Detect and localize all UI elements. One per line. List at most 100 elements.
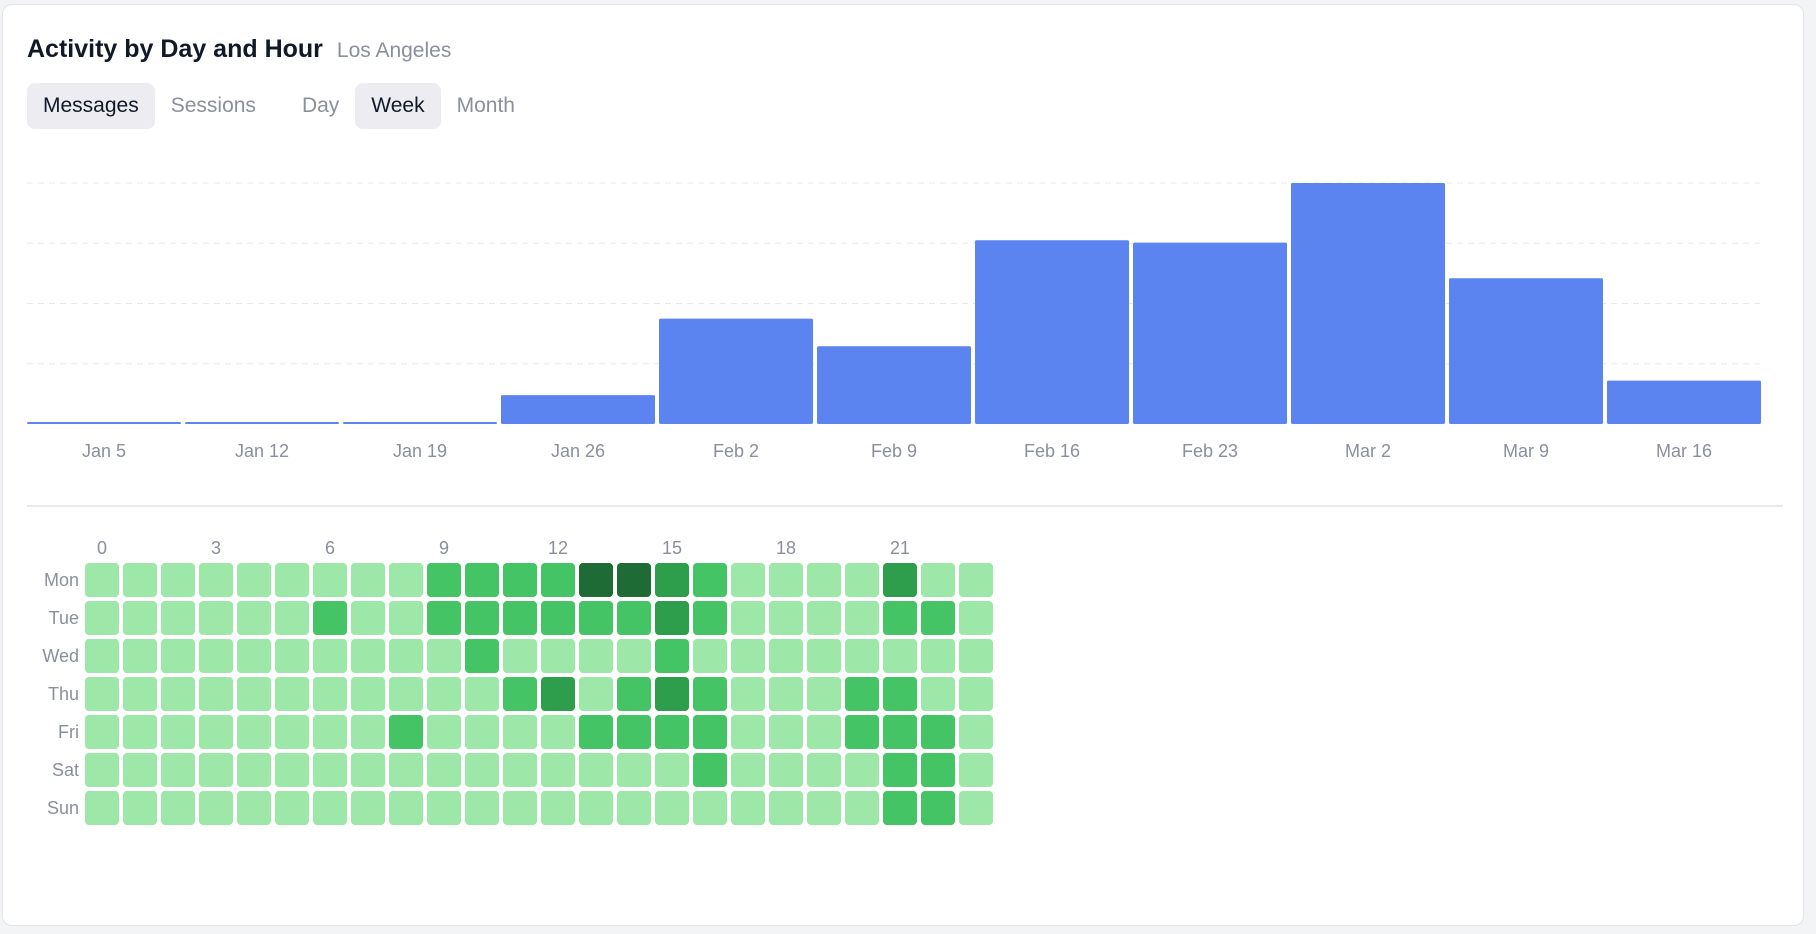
heatmap-cell[interactable] — [769, 791, 803, 825]
heatmap-cell[interactable] — [807, 639, 841, 673]
heatmap-cell[interactable] — [921, 715, 955, 749]
heatmap-cell[interactable] — [351, 639, 385, 673]
heatmap-cell[interactable] — [807, 791, 841, 825]
heatmap-cell[interactable] — [465, 715, 499, 749]
heatmap-cell[interactable] — [959, 753, 993, 787]
heatmap-cell[interactable] — [313, 677, 347, 711]
heatmap-cell[interactable] — [845, 639, 879, 673]
heatmap-cell[interactable] — [199, 601, 233, 635]
tab-day[interactable]: Day — [301, 94, 340, 117]
heatmap-cell[interactable] — [655, 639, 689, 673]
heatmap-cell[interactable] — [389, 601, 423, 635]
heatmap-cell[interactable] — [921, 639, 955, 673]
heatmap-cell[interactable] — [199, 791, 233, 825]
heatmap-cell[interactable] — [541, 563, 575, 597]
heatmap-cell[interactable] — [389, 753, 423, 787]
heatmap-cell[interactable] — [427, 563, 461, 597]
heatmap-cell[interactable] — [123, 791, 157, 825]
heatmap-cell[interactable] — [959, 601, 993, 635]
heatmap-cell[interactable] — [769, 715, 803, 749]
heatmap-cell[interactable] — [427, 601, 461, 635]
heatmap-cell[interactable] — [579, 753, 613, 787]
heatmap-cell[interactable] — [959, 563, 993, 597]
heatmap-cell[interactable] — [769, 563, 803, 597]
heatmap-cell[interactable] — [921, 563, 955, 597]
heatmap-cell[interactable] — [845, 563, 879, 597]
tab-month[interactable]: Month — [456, 94, 515, 117]
heatmap-cell[interactable] — [465, 639, 499, 673]
heatmap-cell[interactable] — [541, 601, 575, 635]
heatmap-cell[interactable] — [465, 563, 499, 597]
heatmap-cell[interactable] — [883, 677, 917, 711]
heatmap-cell[interactable] — [389, 715, 423, 749]
heatmap-cell[interactable] — [313, 563, 347, 597]
heatmap-cell[interactable] — [921, 677, 955, 711]
bar-mar-2[interactable] — [1291, 183, 1445, 424]
bar-feb-9[interactable] — [817, 346, 971, 424]
heatmap-cell[interactable] — [579, 677, 613, 711]
heatmap-cell[interactable] — [275, 639, 309, 673]
heatmap-cell[interactable] — [237, 753, 271, 787]
heatmap-cell[interactable] — [541, 639, 575, 673]
heatmap-cell[interactable] — [389, 791, 423, 825]
heatmap-cell[interactable] — [769, 677, 803, 711]
heatmap-cell[interactable] — [617, 791, 651, 825]
heatmap-cell[interactable] — [85, 715, 119, 749]
heatmap-cell[interactable] — [731, 639, 765, 673]
bar-mar-16[interactable] — [1607, 380, 1761, 424]
heatmap-cell[interactable] — [731, 563, 765, 597]
heatmap-cell[interactable] — [579, 601, 613, 635]
heatmap-cell[interactable] — [883, 601, 917, 635]
heatmap-cell[interactable] — [351, 715, 385, 749]
heatmap-cell[interactable] — [731, 753, 765, 787]
heatmap-cell[interactable] — [655, 677, 689, 711]
heatmap-cell[interactable] — [503, 753, 537, 787]
heatmap-cell[interactable] — [617, 601, 651, 635]
heatmap-cell[interactable] — [807, 753, 841, 787]
heatmap-cell[interactable] — [921, 601, 955, 635]
heatmap-cell[interactable] — [199, 563, 233, 597]
heatmap-cell[interactable] — [313, 601, 347, 635]
heatmap-cell[interactable] — [199, 677, 233, 711]
heatmap-cell[interactable] — [883, 639, 917, 673]
heatmap-cell[interactable] — [465, 791, 499, 825]
heatmap-cell[interactable] — [503, 563, 537, 597]
heatmap-cell[interactable] — [541, 791, 575, 825]
heatmap-cell[interactable] — [161, 677, 195, 711]
heatmap-cell[interactable] — [617, 639, 651, 673]
heatmap-cell[interactable] — [351, 753, 385, 787]
heatmap-cell[interactable] — [693, 677, 727, 711]
heatmap-cell[interactable] — [123, 563, 157, 597]
bar-feb-16[interactable] — [975, 240, 1129, 424]
heatmap-cell[interactable] — [541, 715, 575, 749]
heatmap-cell[interactable] — [579, 791, 613, 825]
heatmap-cell[interactable] — [807, 677, 841, 711]
heatmap-cell[interactable] — [275, 715, 309, 749]
heatmap-cell[interactable] — [731, 677, 765, 711]
heatmap-cell[interactable] — [503, 601, 537, 635]
heatmap-cell[interactable] — [503, 791, 537, 825]
heatmap-cell[interactable] — [123, 601, 157, 635]
heatmap-cell[interactable] — [959, 715, 993, 749]
heatmap-cell[interactable] — [161, 639, 195, 673]
heatmap-cell[interactable] — [503, 677, 537, 711]
heatmap-cell[interactable] — [427, 639, 461, 673]
heatmap-cell[interactable] — [845, 601, 879, 635]
bar-jan-12[interactable] — [185, 422, 339, 424]
heatmap-cell[interactable] — [275, 753, 309, 787]
bar-jan-5[interactable] — [27, 422, 181, 424]
heatmap-cell[interactable] — [389, 639, 423, 673]
heatmap-cell[interactable] — [85, 601, 119, 635]
heatmap-cell[interactable] — [351, 563, 385, 597]
heatmap-cell[interactable] — [427, 753, 461, 787]
bar-feb-2[interactable] — [659, 318, 813, 424]
heatmap-cell[interactable] — [617, 715, 651, 749]
heatmap-cell[interactable] — [579, 639, 613, 673]
heatmap-cell[interactable] — [883, 563, 917, 597]
heatmap-cell[interactable] — [845, 715, 879, 749]
heatmap-cell[interactable] — [769, 753, 803, 787]
heatmap-cell[interactable] — [199, 715, 233, 749]
heatmap-cell[interactable] — [313, 715, 347, 749]
heatmap-cell[interactable] — [617, 677, 651, 711]
heatmap-cell[interactable] — [617, 563, 651, 597]
